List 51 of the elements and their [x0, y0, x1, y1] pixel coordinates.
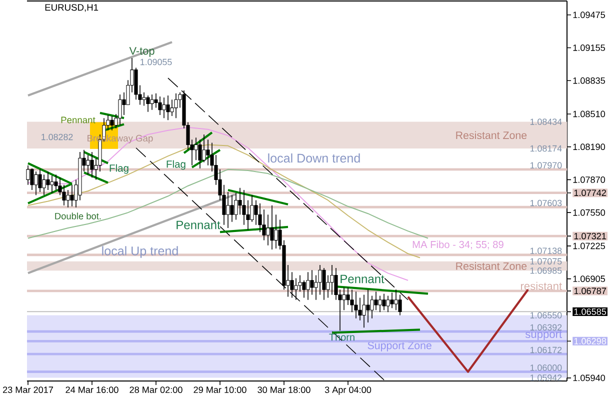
annotation: 1.09055 [140, 58, 172, 66]
band-label: Support Zone [368, 342, 432, 352]
ref-line-label: 1.06172 [530, 346, 562, 354]
chart-title: EURUSD,H1 [45, 4, 98, 12]
y-tick-label: 1.06585 [574, 308, 606, 315]
band-label: Resistant Zone [456, 131, 527, 140]
annotation: local Up trend [102, 246, 178, 258]
annotation: MA Fibo - 34; 55; 89 [412, 240, 504, 250]
annotation: 1.08174 [530, 145, 562, 152]
x-tick-label: 24 Mar 16:00 [66, 386, 118, 394]
annotation: Pennant [340, 274, 384, 284]
annotation: V-top [129, 47, 154, 57]
ref-line-label: resistant [520, 282, 562, 290]
annotation: Pennant [176, 220, 220, 230]
y-tick-label: 1.06787 [574, 288, 606, 294]
y-tick-label: 1.08835 [573, 77, 605, 84]
y-tick-label: 1.07550 [573, 209, 606, 216]
y-tick-label: 1.05940 [573, 374, 606, 382]
y-tick-label: 1.07225 [573, 242, 605, 250]
annotation: 1.06985 [530, 267, 562, 274]
y-tick-label: 1.08190 [573, 144, 606, 150]
y-tick-label: 1.07321 [574, 232, 606, 240]
ref-line-label: 1.07138 [530, 248, 562, 254]
annotation: Pennant [61, 116, 96, 124]
annotation: 1.07075 [530, 258, 562, 265]
annotation: 1.05942 [530, 374, 562, 381]
y-tick-label: 1.06905 [573, 276, 605, 282]
annotation: 1.08434 [530, 118, 562, 125]
x-tick-label: 30 Mar 18:00 [258, 386, 310, 394]
annotation: local Down trend [268, 153, 360, 163]
ref-line-label: 1.06392 [530, 324, 562, 331]
ref-line-label: 1.07970 [530, 162, 562, 168]
band-label: Resistant Zone [456, 262, 527, 270]
annotation: 1.08282 [42, 134, 73, 140]
x-tick-label: 28 Mar 02:00 [130, 386, 182, 394]
y-tick-label: 1.08510 [573, 110, 606, 118]
annotation: 1.06550 [530, 312, 562, 318]
ref-line-label: 1.06000 [530, 364, 562, 371]
ref-line-label: support [525, 330, 562, 340]
y-tick-label: 1.09155 [573, 44, 605, 51]
annotation: Double bot. [55, 212, 101, 220]
y-tick-label: 1.09475 [573, 12, 605, 18]
annotation: Flag [166, 160, 186, 170]
y-tick-label: 1.07870 [573, 176, 606, 183]
ref-line-label: 1.07603 [530, 200, 562, 206]
y-tick-label: 1.06298 [574, 338, 606, 344]
y-tick-label: 1.07742 [574, 190, 606, 196]
annotation: Flag [110, 164, 128, 174]
x-tick-label: 3 Apr 04:00 [324, 386, 372, 395]
x-tick-label: 29 Mar 10:00 [194, 386, 246, 394]
x-tick-label: 23 Mar 2017 [3, 386, 53, 394]
